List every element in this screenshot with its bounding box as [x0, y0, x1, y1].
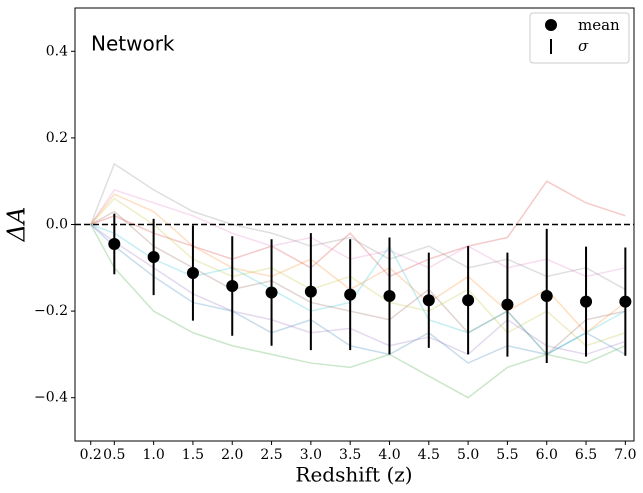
x-tick-label: 1.0	[142, 447, 164, 463]
sim-line	[90, 180, 626, 278]
annotation: Network	[91, 32, 175, 56]
mean-point	[265, 286, 278, 299]
sim-line	[90, 224, 626, 399]
x-tick-label: 1.5	[182, 447, 204, 463]
y-tick-label: 0.0	[46, 217, 68, 233]
plot-frame	[74, 7, 635, 442]
legend-marker	[545, 19, 557, 31]
mean-point	[580, 295, 593, 308]
x-tick-label: 5.5	[496, 447, 518, 463]
mean-point	[619, 295, 632, 308]
x-tick-label: 4.5	[418, 447, 440, 463]
mean-point	[108, 237, 121, 250]
y-tick-label: −0.2	[34, 303, 68, 319]
mean-point	[501, 298, 514, 311]
y-tick-label: 0.2	[46, 130, 68, 146]
mean-point	[422, 294, 435, 307]
x-tick-label: 7.0	[614, 447, 636, 463]
sim-line	[90, 162, 626, 291]
mean-point	[344, 288, 357, 301]
x-tick-label: 3.5	[339, 447, 361, 463]
x-tick-label: 6.0	[536, 447, 558, 463]
mean-point	[226, 279, 239, 292]
mean-point	[462, 294, 475, 307]
mean-point	[540, 289, 553, 302]
x-tick-label: 0.5	[103, 447, 125, 463]
y-axis-label: ΔA	[3, 207, 31, 243]
x-tick-label: 4.0	[378, 447, 400, 463]
mean-point	[147, 250, 160, 263]
x-axis-label: Redshift (z)	[295, 463, 412, 487]
mean-point	[383, 289, 396, 302]
x-tick-label: 2.5	[260, 447, 282, 463]
y-tick-label: −0.4	[34, 390, 68, 406]
y-tick-label: 0.4	[46, 43, 68, 59]
x-tick-label: 6.5	[575, 447, 597, 463]
legend-label: mean	[578, 16, 620, 34]
x-tick-label: 3.0	[300, 447, 322, 463]
x-tick-label: 2.0	[221, 447, 243, 463]
mean-point	[304, 285, 317, 298]
x-tick-label: 0.2	[80, 447, 102, 463]
mean-point	[186, 266, 199, 279]
legend-label: σ	[578, 37, 589, 55]
x-tick-label: 5.0	[457, 447, 479, 463]
